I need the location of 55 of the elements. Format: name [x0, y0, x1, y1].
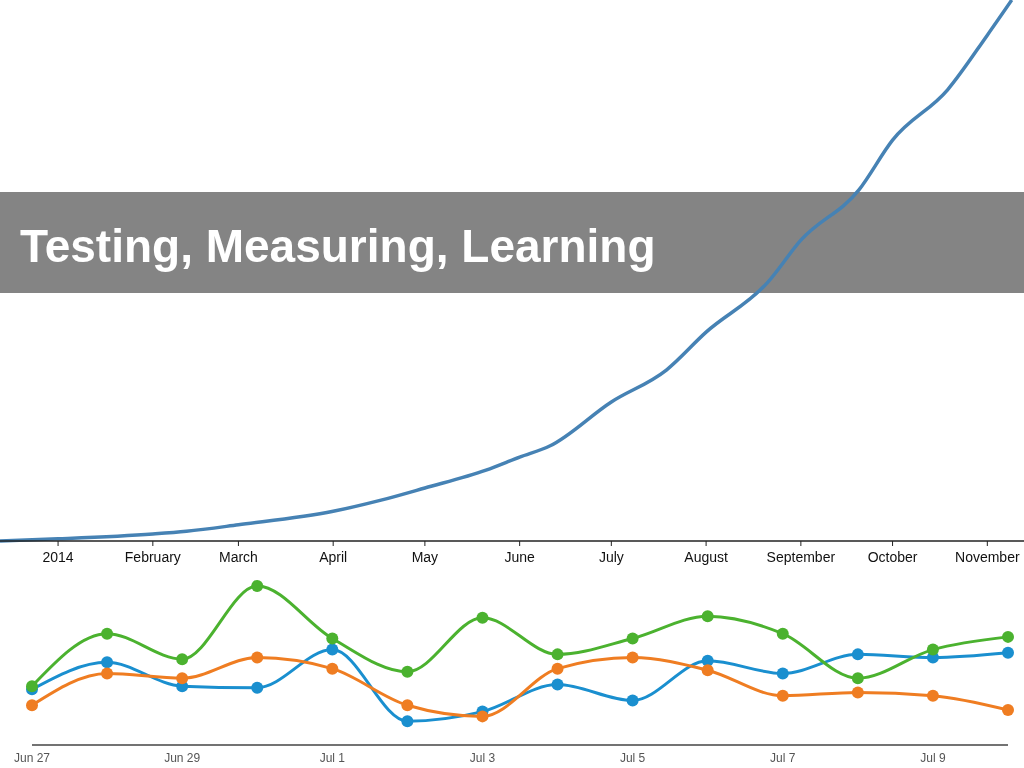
point [551, 662, 564, 675]
point [851, 648, 864, 661]
x-tick-label: Jun 29 [164, 751, 201, 765]
point [176, 672, 189, 685]
point [551, 678, 564, 691]
point [401, 715, 414, 728]
point [101, 656, 114, 669]
point [476, 611, 489, 624]
point [1002, 646, 1014, 659]
point [851, 672, 864, 685]
x-tick-label: April [319, 549, 348, 565]
x-tick-label: June [504, 549, 536, 565]
point [101, 667, 114, 680]
point [776, 667, 789, 680]
point [251, 681, 264, 694]
x-tick-label: November [955, 549, 1020, 565]
point [926, 643, 939, 656]
x-tick-label: March [218, 549, 258, 565]
point [1002, 630, 1014, 643]
x-tick-label: Jul 3 [469, 751, 496, 765]
point [626, 632, 639, 645]
point [776, 627, 789, 640]
point [776, 689, 789, 702]
text: Testing, Measuring, Learning [20, 220, 656, 272]
x-tick-label: 2014 [42, 549, 74, 565]
x-tick-label: September [766, 549, 836, 565]
x-tick-label: Jun 27 [13, 751, 51, 765]
point [401, 665, 414, 678]
point [26, 699, 38, 712]
x-tick-label: May [411, 549, 439, 565]
point [251, 580, 264, 592]
point [401, 699, 414, 712]
x-tick-label: February [124, 549, 181, 565]
point [101, 627, 114, 640]
x-tick-label: Jul 5 [619, 751, 646, 765]
point [626, 694, 639, 707]
point [251, 651, 264, 664]
point [701, 664, 714, 677]
point [326, 632, 339, 645]
point [326, 662, 339, 675]
x-tick-label: Jul 7 [770, 751, 796, 765]
point [1002, 704, 1014, 717]
x-tick-label: Jul 9 [920, 751, 946, 765]
point [476, 710, 489, 723]
point [926, 689, 939, 702]
point [851, 686, 864, 699]
point [176, 653, 189, 666]
point [701, 610, 714, 623]
x-tick-label: July [598, 549, 624, 565]
point [626, 651, 639, 664]
point [326, 643, 339, 656]
x-tick-label: October [867, 549, 918, 565]
x-tick-label: Jul 1 [319, 751, 346, 765]
point [551, 648, 564, 661]
x-tick-label: August [684, 549, 728, 565]
